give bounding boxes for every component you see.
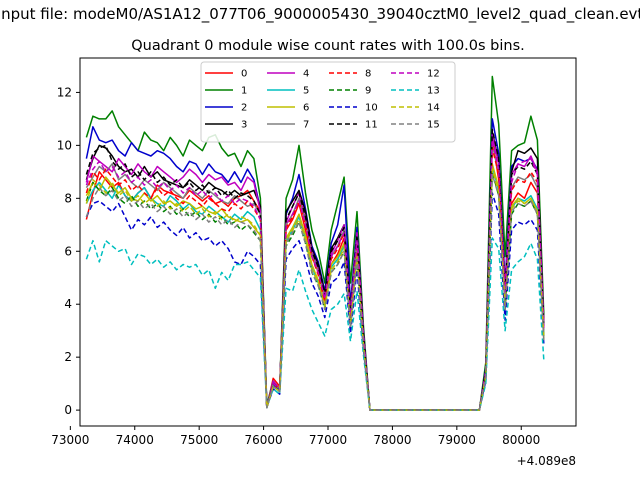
x-tick-label: 78000 (373, 433, 411, 447)
y-tick-label: 8 (64, 191, 72, 205)
legend-label-2: 2 (241, 103, 247, 114)
x-tick-label: 74000 (116, 433, 154, 447)
legend-label-0: 0 (241, 69, 247, 80)
legend-label-9: 9 (365, 86, 371, 97)
legend-label-7: 7 (303, 120, 309, 131)
legend-label-3: 3 (241, 120, 247, 131)
x-tick-label: 75000 (180, 433, 218, 447)
legend-label-14: 14 (427, 103, 440, 114)
figure-suptitle: Input file: modeM0/AS1A12_077T06_9000005… (0, 5, 640, 24)
legend-label-6: 6 (303, 103, 309, 114)
legend-box (200, 61, 456, 143)
series-line-10 (85, 192, 545, 411)
x-tick-label: 73000 (51, 433, 89, 447)
series-line-15 (85, 173, 545, 411)
y-tick-label: 4 (64, 297, 72, 311)
legend-label-4: 4 (303, 69, 309, 80)
y-tick-label: 0 (64, 403, 72, 417)
x-tick-label: 79000 (438, 433, 476, 447)
legend-label-5: 5 (303, 86, 309, 97)
series-line-14 (85, 168, 545, 411)
legend-label-8: 8 (365, 69, 371, 80)
x-tick-label: 80000 (502, 433, 540, 447)
x-tick-label: 77000 (309, 433, 347, 447)
legend-label-10: 10 (365, 103, 378, 114)
legend-label-1: 1 (241, 86, 247, 97)
legend-label-15: 15 (427, 120, 440, 131)
x-axis: 73000 74000 75000 76000 77000 78000 79000 80000 (51, 426, 540, 447)
y-tick-label: 2 (64, 350, 72, 364)
legend-label-12: 12 (427, 69, 440, 80)
legend-label-11: 11 (365, 120, 378, 131)
series-line-11 (85, 128, 545, 411)
legend-label-13: 13 (427, 86, 440, 97)
x-axis-offset-label: +4.089e8 (517, 454, 576, 468)
series-layer (85, 75, 545, 411)
y-axis: 0 2 4 6 8 10 12 (57, 85, 80, 417)
chart-title: Quadrant 0 module wise count rates with … (131, 38, 525, 54)
y-tick-label: 12 (57, 85, 72, 99)
y-tick-label: 10 (57, 138, 72, 152)
x-tick-label: 76000 (244, 433, 282, 447)
y-tick-label: 6 (64, 244, 72, 258)
